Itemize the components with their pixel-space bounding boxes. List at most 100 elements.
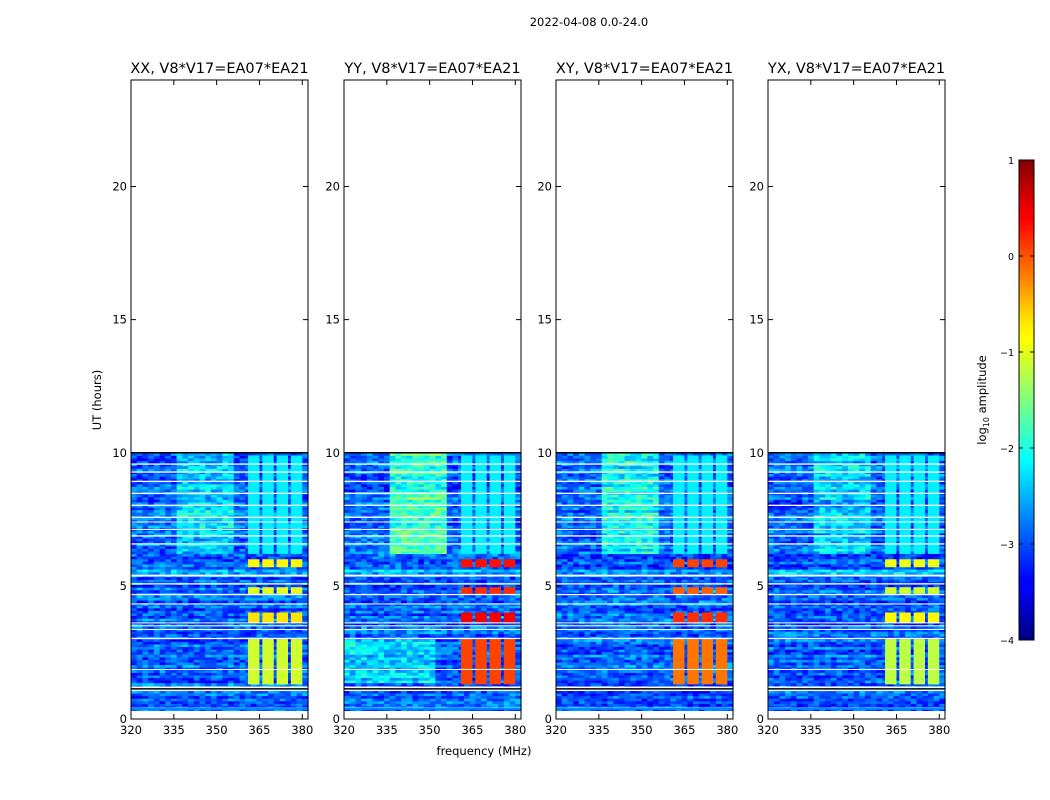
heatmap-cell	[233, 705, 241, 710]
heatmap-cell	[182, 483, 189, 487]
heatmap-cell	[395, 703, 402, 707]
heatmap-cell	[193, 558, 201, 562]
heatmap-cell	[153, 661, 161, 666]
heatmap-cell	[302, 543, 309, 547]
heatmap-cell	[142, 566, 149, 570]
heatmap-cell	[222, 452, 229, 456]
heatmap-cell	[239, 695, 246, 699]
heatmap-cell	[492, 698, 499, 702]
heatmap-cell	[475, 695, 482, 699]
heatmap-cell	[296, 610, 303, 614]
heatmap-cell	[233, 680, 241, 684]
heatmap-cell	[216, 475, 223, 480]
heatmap-cell	[273, 636, 281, 640]
heatmap-cell	[233, 587, 241, 591]
heatmap-cell	[228, 553, 235, 557]
heatmap-cell	[131, 592, 138, 596]
heatmap-cell	[182, 659, 189, 663]
heatmap-cell	[182, 587, 189, 591]
heatmap-cell	[285, 654, 292, 658]
heatmap-cell	[441, 703, 448, 707]
heatmap-cell	[159, 612, 166, 617]
heatmap-cell	[302, 651, 309, 655]
heatmap-cell	[228, 525, 235, 529]
heatmap-cell	[188, 525, 195, 529]
heatmap-cell	[170, 651, 178, 655]
heatmap-cell	[199, 620, 206, 624]
heatmap-cell	[131, 506, 138, 511]
heatmap-cell	[148, 566, 155, 570]
heatmap-cell	[216, 599, 223, 604]
heatmap-cell	[279, 636, 286, 640]
heatmap-cell	[228, 483, 235, 487]
heatmap-cell	[136, 563, 144, 567]
heatmap-cell	[233, 517, 241, 521]
heatmap-cell	[210, 682, 218, 686]
heatmap-cell	[176, 597, 183, 601]
heatmap-cell	[176, 669, 183, 673]
heatmap-cell	[205, 548, 212, 552]
heatmap-cell	[159, 561, 166, 565]
heatmap-cell	[199, 623, 206, 627]
heatmap-cell	[435, 695, 442, 699]
heatmap-cell	[136, 501, 144, 506]
heatmap-cell	[199, 558, 206, 562]
heatmap-cell	[302, 514, 309, 518]
heatmap-cell	[389, 682, 396, 686]
heatmap-cell	[199, 633, 206, 637]
heatmap-cell	[216, 630, 223, 635]
heatmap-cell	[148, 512, 155, 516]
heatmap-cell	[239, 607, 246, 611]
heatmap-cell	[435, 708, 442, 712]
heatmap-cell	[233, 481, 241, 485]
heatmap-cell	[239, 618, 246, 622]
heatmap-cell	[239, 514, 246, 518]
heatmap-cell	[142, 488, 149, 493]
heatmap-cell	[199, 618, 206, 622]
heatmap-cell	[446, 708, 454, 712]
heatmap-cell	[153, 615, 161, 619]
heatmap-cell	[205, 571, 212, 575]
heatmap-cell	[188, 499, 195, 503]
heatmap-cell	[182, 623, 189, 627]
heatmap-cell	[165, 698, 172, 702]
heatmap-cell	[268, 625, 275, 629]
heatmap-cell	[188, 703, 195, 707]
heatmap-cell	[136, 486, 144, 490]
heatmap-cell	[176, 561, 183, 565]
heatmap-cell	[446, 680, 454, 684]
heatmap-cell	[199, 540, 206, 544]
heatmap-cell	[148, 592, 155, 596]
heatmap-cell	[205, 672, 212, 676]
heatmap-cell	[176, 530, 183, 534]
heatmap-cell	[176, 576, 183, 580]
heatmap-cell	[302, 589, 309, 593]
heatmap-cell	[378, 698, 385, 702]
heatmap-cell	[142, 512, 149, 516]
heatmap-cell	[131, 649, 138, 653]
heatmap-cell	[256, 672, 263, 676]
heatmap-cell	[239, 703, 246, 707]
heatmap-cell	[165, 496, 172, 500]
heatmap-cell	[250, 566, 258, 570]
heatmap-cell	[279, 633, 286, 637]
heatmap-cell	[216, 478, 223, 482]
heatmap-cell	[239, 522, 246, 526]
heatmap-cell	[250, 584, 258, 588]
heatmap-cell	[256, 473, 263, 477]
heatmap-cell	[136, 649, 144, 653]
heatmap-cell	[239, 584, 246, 588]
heatmap-cell	[142, 478, 149, 482]
heatmap-cell	[233, 610, 241, 614]
heatmap-cell	[435, 700, 442, 704]
heatmap-cell	[222, 651, 229, 655]
heatmap-cell	[210, 597, 218, 601]
heatmap-cell	[475, 698, 482, 702]
heatmap-cell	[136, 633, 144, 637]
heatmap-cell	[222, 566, 229, 570]
heatmap-cell	[239, 568, 246, 573]
heatmap-cell	[216, 667, 223, 671]
heatmap-cell	[193, 643, 201, 648]
heatmap-cell	[256, 605, 263, 609]
heatmap-cell	[142, 568, 149, 573]
